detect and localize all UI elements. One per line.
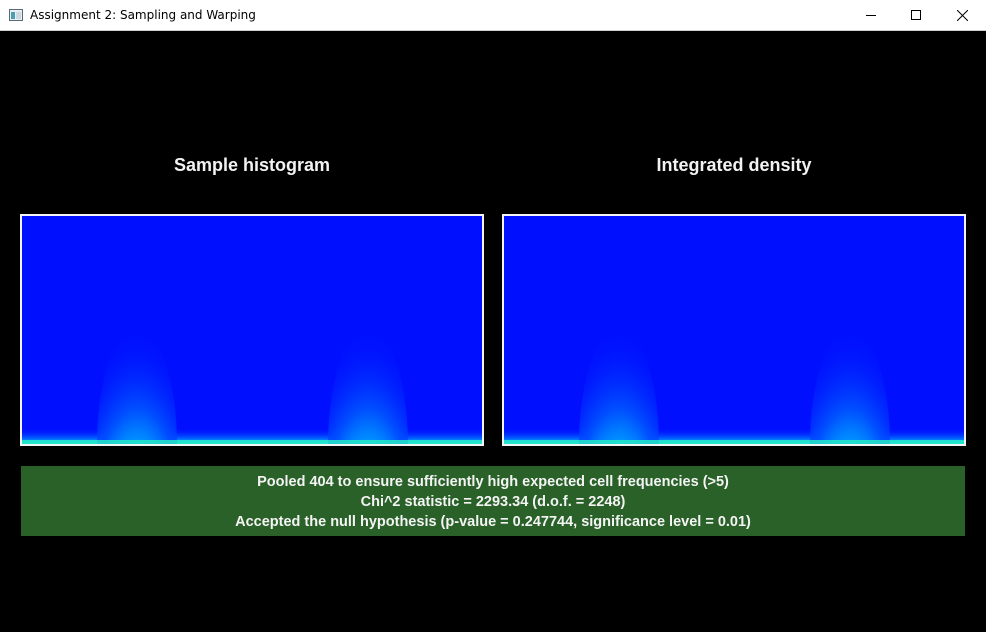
window-title: Assignment 2: Sampling and Warping	[30, 8, 256, 22]
minimize-button[interactable]	[848, 0, 894, 30]
chi-square-statistic: Chi^2 statistic = 2293.34 (d.o.f. = 2248…	[360, 494, 626, 510]
pooling-message: Pooled 404 to ensure sufficiently high e…	[257, 474, 729, 490]
histogram-peak-left	[97, 329, 177, 444]
hypothesis-result: Accepted the null hypothesis (p-value = …	[235, 514, 751, 530]
sample-histogram-title: Sample histogram	[173, 155, 331, 175]
close-button[interactable]	[939, 0, 985, 30]
minimize-icon	[866, 15, 876, 16]
chi-square-result-panel: Pooled 404 to ensure sufficiently high e…	[21, 466, 965, 536]
sample-histogram-heatmap	[22, 216, 482, 444]
sample-histogram-plot	[20, 214, 484, 446]
integrated-density-plot	[502, 214, 966, 446]
density-peak-left	[579, 329, 659, 444]
integrated-density-title: Integrated density	[656, 155, 812, 175]
title-bar[interactable]: Assignment 2: Sampling and Warping	[0, 0, 986, 31]
density-peak-right	[810, 329, 890, 444]
integrated-density-heatmap	[504, 216, 964, 444]
close-icon	[956, 9, 968, 21]
maximize-button[interactable]	[893, 0, 939, 30]
maximize-icon	[911, 10, 921, 20]
histogram-peak-right	[328, 329, 408, 444]
app-window-icon	[9, 9, 23, 21]
app-content: Sample histogram Integrated density	[1, 31, 985, 631]
